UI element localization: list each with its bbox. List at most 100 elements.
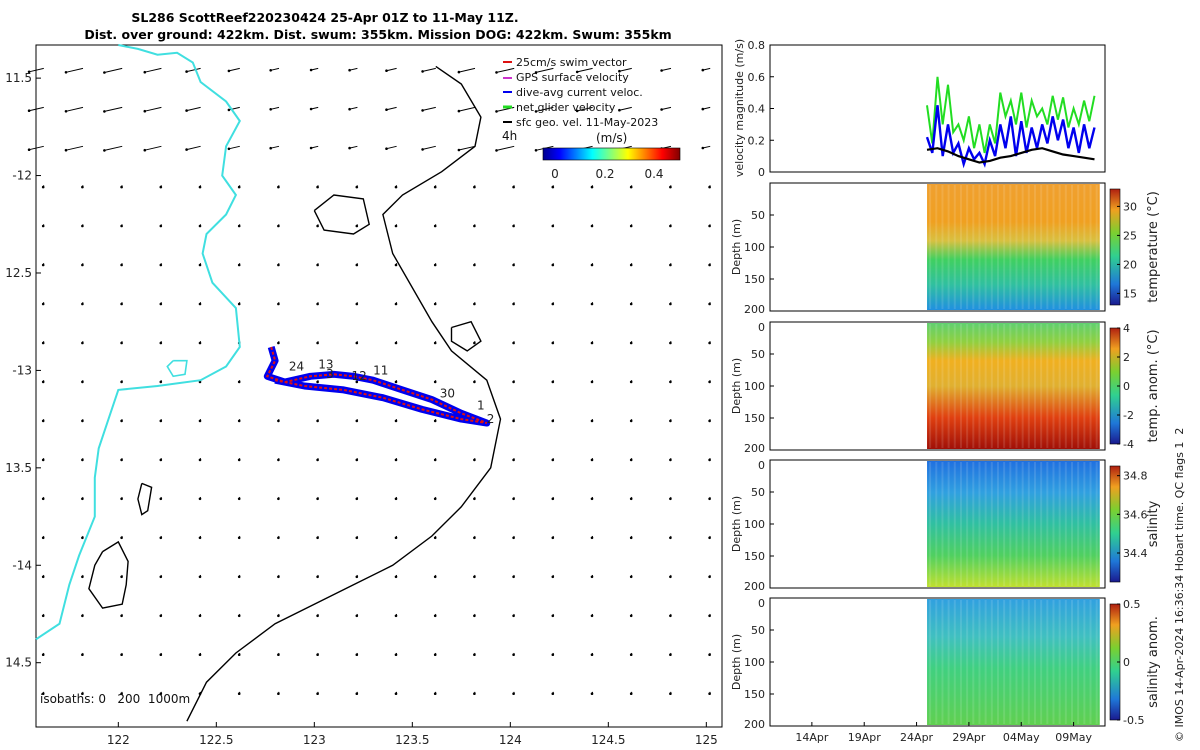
vector-head-27 bbox=[348, 107, 351, 111]
vector-head-203 bbox=[198, 497, 202, 501]
track-label-1: 13 bbox=[318, 357, 333, 371]
vector-head-249 bbox=[590, 575, 594, 579]
vel-ytick-label-0: 0 bbox=[758, 166, 765, 179]
vector-head-291 bbox=[120, 692, 123, 695]
track-day-labels: 24 133 12 11 30 12 bbox=[289, 357, 495, 426]
vector-head-195 bbox=[590, 458, 594, 462]
temperature-panel-cbar-label-2: 25 bbox=[1123, 229, 1137, 242]
vector-head-299 bbox=[433, 692, 437, 695]
map-ytick-label-1: -12 bbox=[12, 169, 32, 183]
vector-head-113 bbox=[198, 302, 202, 306]
vector-head-185 bbox=[198, 458, 202, 462]
vector-head-272 bbox=[81, 653, 84, 656]
vector-head-229 bbox=[512, 536, 515, 540]
vector-head-242 bbox=[316, 575, 319, 579]
vector-head-302 bbox=[551, 692, 555, 695]
vector-head-210 bbox=[473, 497, 476, 501]
vector-head-18 bbox=[701, 68, 705, 72]
map-colorbar-tick-2: 0.4 bbox=[644, 167, 663, 181]
salinity-panel-ytick-label-0: 0 bbox=[758, 459, 765, 472]
vector-head-75 bbox=[120, 224, 123, 228]
vector-head-281 bbox=[433, 653, 437, 656]
vector-head-177 bbox=[590, 419, 594, 423]
vector-26 bbox=[349, 106, 358, 110]
svg-text:net glider velocity: net glider velocity bbox=[516, 101, 616, 114]
vector-head-140 bbox=[551, 341, 555, 345]
vector-head-84 bbox=[473, 224, 476, 228]
vector-head-13 bbox=[495, 71, 498, 74]
vector-head-213 bbox=[590, 497, 594, 501]
vector-head-63 bbox=[355, 185, 359, 189]
vector-head-97 bbox=[277, 263, 280, 267]
salinity-anomaly-panel-cbar-label-1: 0 bbox=[1123, 656, 1130, 669]
vector-8 bbox=[349, 67, 358, 71]
vector-head-270 bbox=[708, 614, 711, 618]
salinity-panel-field bbox=[927, 461, 1100, 587]
vector-head-126 bbox=[708, 302, 711, 306]
vector-head-172 bbox=[394, 419, 398, 423]
vector-24 bbox=[270, 106, 280, 110]
isobath-shoal-3 bbox=[166, 359, 188, 378]
map-ytick-label-2: 12.5 bbox=[5, 266, 32, 280]
vector-head-61 bbox=[277, 185, 280, 189]
vector-head-111 bbox=[120, 302, 123, 306]
vector-44 bbox=[349, 145, 358, 149]
vector-head-223 bbox=[277, 536, 280, 540]
vector-head-100 bbox=[394, 263, 398, 267]
vector-head-136 bbox=[394, 341, 398, 345]
vector-head-77 bbox=[198, 224, 202, 228]
salinity-panel-cbar-label-0: 34.8 bbox=[1123, 470, 1148, 483]
vector-head-237 bbox=[120, 575, 123, 579]
vector-head-10 bbox=[385, 69, 388, 72]
vector-head-145 bbox=[41, 380, 45, 384]
salinity-panel-ytick-label-2: 100 bbox=[744, 518, 765, 531]
vector-head-254 bbox=[81, 614, 84, 618]
vector-37 bbox=[65, 145, 84, 151]
temp-anomaly-panel-ytick-label-0: 0 bbox=[758, 321, 765, 334]
velocity-series-0 bbox=[926, 76, 1096, 154]
time-tick-label-1: 19Apr bbox=[848, 731, 882, 744]
salinity-anomaly-panel-field bbox=[927, 599, 1100, 725]
vector-head-108 bbox=[708, 263, 711, 267]
vector-head-116 bbox=[316, 302, 319, 306]
vector-head-216 bbox=[708, 497, 711, 501]
map-legend: 25cm/s swim vector GPS surface velocity … bbox=[502, 56, 681, 181]
map-colorbar bbox=[542, 147, 681, 161]
vector-head-71 bbox=[669, 185, 672, 189]
vector-head-235 bbox=[41, 575, 45, 579]
vector-head-66 bbox=[473, 185, 476, 189]
vector-13 bbox=[535, 67, 554, 73]
vector-head-32 bbox=[534, 110, 538, 113]
vector-42 bbox=[270, 145, 280, 149]
vector-head-144 bbox=[708, 341, 711, 345]
vector-48 bbox=[496, 145, 515, 151]
legend-item-net: net glider velocity bbox=[503, 101, 616, 114]
vector-head-175 bbox=[512, 419, 515, 423]
vector-head-87 bbox=[590, 224, 594, 228]
map-xtick-label-6: 125 bbox=[695, 733, 718, 747]
vector-head-21 bbox=[103, 110, 106, 113]
vector-head-234 bbox=[708, 536, 711, 540]
legend-item-geo: sfc geo. vel. 11-May-2023 bbox=[503, 116, 658, 129]
vector-head-64 bbox=[394, 185, 398, 189]
vector-head-95 bbox=[198, 263, 202, 267]
vector-head-17 bbox=[660, 69, 663, 72]
temperature-panel: 50 100 150 200 Depth (m) 15 20 25 30 temperature … bbox=[730, 182, 1161, 316]
isobath-shoal-2 bbox=[137, 482, 153, 516]
glider-track-swim bbox=[265, 346, 488, 424]
vector-head-221 bbox=[198, 536, 202, 540]
vector-head-45 bbox=[348, 146, 351, 150]
vector-head-236 bbox=[81, 575, 84, 579]
vector-head-263 bbox=[433, 614, 437, 618]
colorbar-unit-label: (m/s) bbox=[596, 131, 627, 145]
vector-10 bbox=[422, 67, 436, 72]
vector-19 bbox=[65, 106, 84, 112]
vector-head-44 bbox=[309, 146, 313, 150]
vector-head-131 bbox=[198, 341, 202, 345]
vector-head-3 bbox=[103, 71, 106, 74]
vector-head-162 bbox=[708, 380, 711, 384]
salinity-anomaly-panel-cbar-title: salinity anom. bbox=[1146, 616, 1161, 708]
vector-head-159 bbox=[590, 380, 594, 384]
temp-anomaly-panel-cbar-label-2: 0 bbox=[1123, 380, 1130, 393]
vector-head-33 bbox=[575, 109, 579, 113]
